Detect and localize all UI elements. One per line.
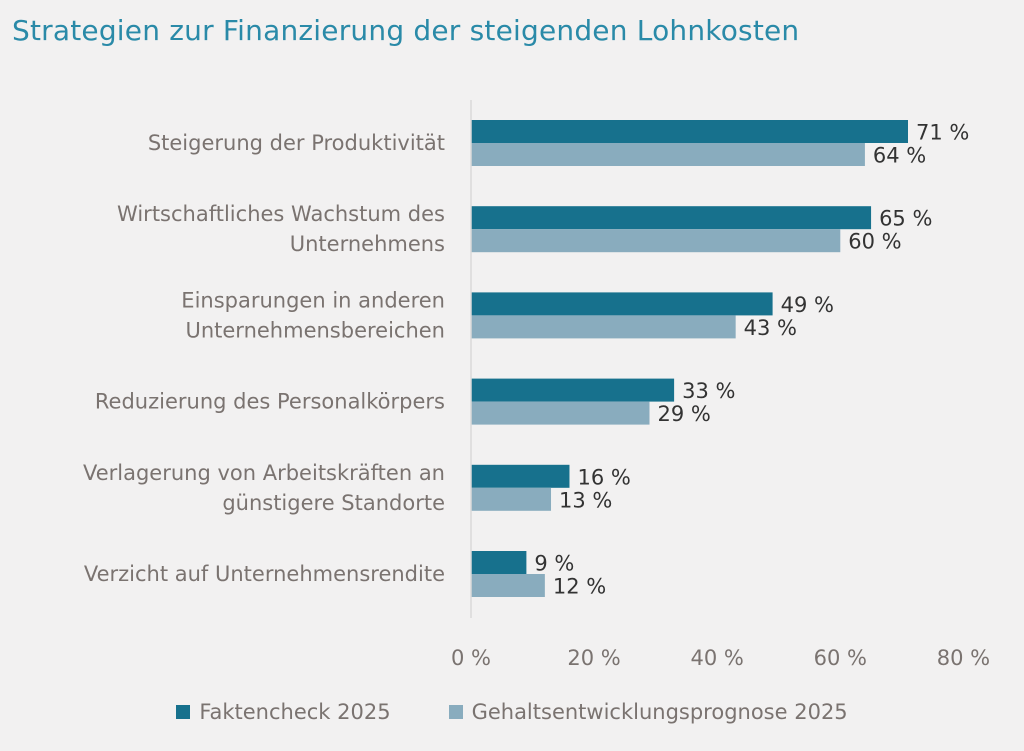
bar-series-1 (471, 464, 570, 488)
category-label: Reduzierung des Personalkörpers (95, 390, 445, 414)
chart-title: Strategien zur Finanzierung der steigend… (12, 14, 800, 47)
data-label-series-2: 12 % (553, 575, 606, 599)
data-label-series-2: 29 % (657, 402, 710, 426)
bar-series-1 (471, 378, 675, 402)
x-tick-label: 20 % (567, 646, 620, 670)
category-label: Einsparungen in anderen Unternehmensberei… (181, 288, 445, 342)
legend-swatch-series-1 (176, 705, 191, 719)
bar-series-2 (471, 487, 552, 511)
x-tick-label: 60 % (814, 646, 867, 670)
bar-series-1 (471, 120, 908, 143)
bar-series-1 (471, 292, 773, 316)
x-tick-label: 40 % (691, 646, 744, 670)
data-label-series-1: 9 % (534, 552, 574, 576)
bar-series-2 (471, 229, 841, 253)
x-tick-label: 0 % (451, 646, 491, 670)
legend-label-series-2: Gehaltsentwicklungsprognose 2025 (471, 700, 848, 724)
legend-swatch-series-2 (448, 705, 463, 719)
data-label-series-2: 60 % (848, 230, 901, 254)
bar-series-2 (471, 315, 736, 339)
data-label-series-2: 43 % (744, 316, 797, 340)
legend-item-series-2: Gehaltsentwicklungsprognose 2025 (448, 700, 848, 724)
data-label-series-1: 33 % (682, 379, 735, 403)
x-tick-label: 80 % (937, 646, 990, 670)
bar-series-1 (471, 551, 527, 574)
legend: Faktencheck 2025 Gehaltsentwicklungsprog… (0, 700, 1024, 724)
legend-label-series-1: Faktencheck 2025 (199, 700, 391, 724)
category-label: Verzicht auf Unternehmensrendite (84, 562, 445, 586)
data-label-series-1: 71 % (916, 121, 969, 145)
data-label-series-2: 13 % (559, 488, 612, 512)
bar-series-2 (471, 401, 650, 425)
category-label: Verlagerung von Arbeitskräften an günstig… (83, 461, 445, 515)
data-label-series-1: 16 % (577, 465, 630, 489)
bar-series-2 (471, 143, 865, 166)
bar-series-1 (471, 206, 872, 230)
category-label: Steigerung der Produktivität (148, 131, 445, 155)
data-label-series-1: 65 % (879, 207, 932, 231)
category-label: Wirtschaftliches Wachstum des Unternehmen… (117, 202, 445, 256)
data-label-series-1: 49 % (781, 293, 834, 317)
bar-chart: Steigerung der Produktivität 71 %64 % Wirt… (83, 100, 990, 670)
bar-series-2 (471, 574, 545, 597)
data-label-series-2: 64 % (873, 144, 926, 168)
legend-item-series-1: Faktencheck 2025 (176, 700, 391, 724)
